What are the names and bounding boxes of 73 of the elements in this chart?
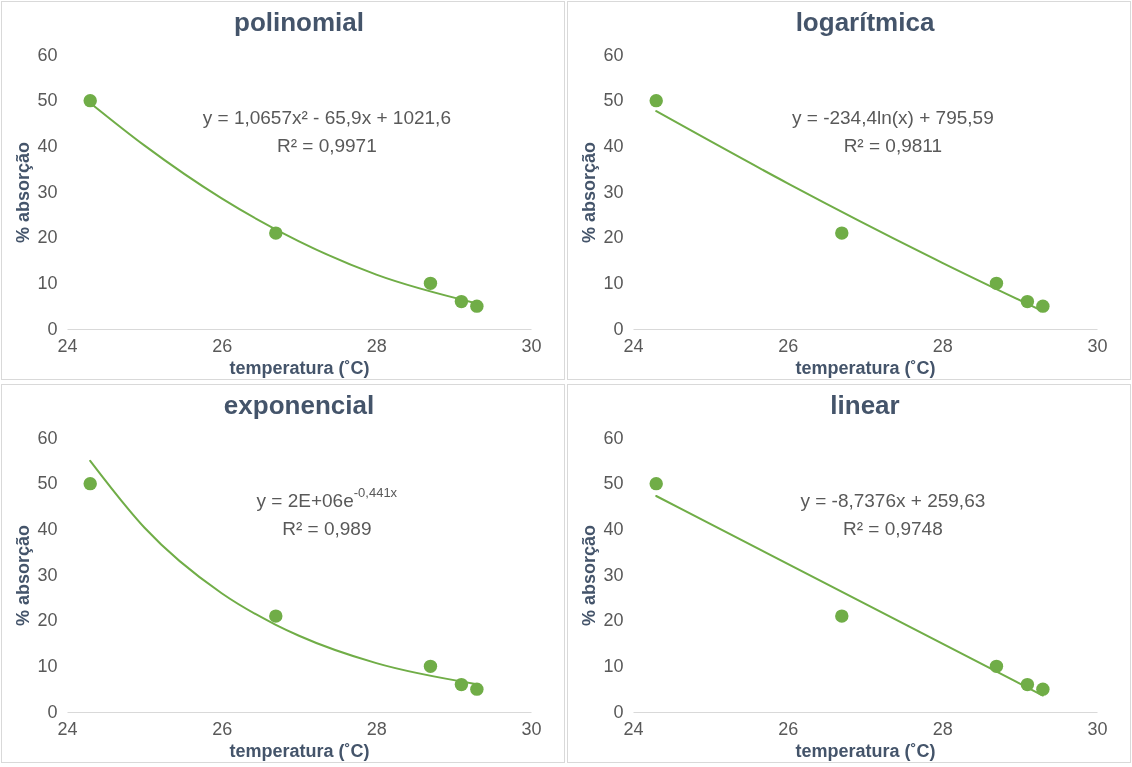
point xyxy=(269,609,283,623)
y-tick-label: 20 xyxy=(603,227,624,248)
y-tick-label: 10 xyxy=(603,655,624,676)
x-tick-label: 30 xyxy=(1087,335,1108,356)
y-tick-label: 60 xyxy=(37,427,58,448)
y-axis-title: % absorção xyxy=(579,141,600,244)
point xyxy=(835,226,849,240)
y-tick-label: 40 xyxy=(603,518,624,539)
x-axis-title: temperatura (˚C) xyxy=(229,357,370,378)
y-tick-label: 50 xyxy=(37,90,58,111)
point xyxy=(649,93,663,108)
annotation: y = -8,7376x + 259,63 xyxy=(800,490,986,512)
y-tick-label: 40 xyxy=(603,135,624,156)
x-tick-label: 26 xyxy=(212,718,233,739)
point xyxy=(470,682,484,696)
x-tick-label: 24 xyxy=(623,335,644,356)
x-tick-label: 30 xyxy=(521,335,542,356)
x-tick-label: 24 xyxy=(57,718,78,739)
y-tick-label: 30 xyxy=(37,564,58,585)
annotation: R² = 0,9748 xyxy=(842,518,943,540)
x-tick-label: 28 xyxy=(366,335,387,356)
x-tick-label: 26 xyxy=(212,335,233,356)
annotation: R² = 0,989 xyxy=(282,518,372,540)
y-tick-label: 50 xyxy=(37,473,58,494)
point xyxy=(649,476,663,491)
chart-title: exponencial xyxy=(223,390,375,420)
y-tick-label: 20 xyxy=(37,610,58,631)
x-tick-label: 30 xyxy=(1087,718,1108,739)
x-axis-title: temperatura (˚C) xyxy=(229,740,370,761)
annotation: y = -234,4ln(x) + 795,59 xyxy=(791,107,994,129)
y-tick-label: 50 xyxy=(603,90,624,111)
y-tick-label: 60 xyxy=(37,44,58,65)
y-axis-title: % absorção xyxy=(13,141,34,244)
x-tick-label: 26 xyxy=(778,335,799,356)
point xyxy=(423,276,438,291)
y-tick-label: 0 xyxy=(47,318,58,339)
point xyxy=(423,659,438,674)
y-tick-label: 10 xyxy=(603,272,624,293)
y-tick-label: 60 xyxy=(603,44,624,65)
y-axis-title: % absorção xyxy=(579,524,600,627)
y-tick-label: 10 xyxy=(37,272,58,293)
y-tick-label: 30 xyxy=(603,564,624,585)
y-axis-title: % absorção xyxy=(13,524,34,627)
y-tick-label: 10 xyxy=(37,655,58,676)
y-tick-label: 50 xyxy=(603,473,624,494)
y-tick-label: 20 xyxy=(603,610,624,631)
y-tick-label: 40 xyxy=(37,135,58,156)
x-axis-title: temperatura (˚C) xyxy=(795,740,936,761)
chart-title: logarítmica xyxy=(795,7,935,37)
x-tick-label: 28 xyxy=(366,718,387,739)
x-tick-label: 28 xyxy=(932,335,953,356)
point xyxy=(83,476,97,491)
y-tick-label: 0 xyxy=(613,701,624,722)
y-tick-label: 30 xyxy=(603,181,624,202)
annotation: R² = 0,9811 xyxy=(843,135,943,157)
point xyxy=(83,93,97,108)
annotation: y = 1,0657x² - 65,9x + 1021,6 xyxy=(202,107,451,129)
chart-title: polinomial xyxy=(234,7,364,37)
x-axis-title: temperatura (˚C) xyxy=(795,357,936,378)
y-tick-label: 40 xyxy=(37,518,58,539)
y-tick-label: 0 xyxy=(47,701,58,722)
y-tick-label: 60 xyxy=(603,427,624,448)
chart-title: linear xyxy=(830,390,900,420)
x-tick-label: 26 xyxy=(778,718,799,739)
annotation: R² = 0,9971 xyxy=(276,135,377,157)
x-tick-label: 28 xyxy=(932,718,953,739)
y-tick-label: 20 xyxy=(37,227,58,248)
x-tick-label: 24 xyxy=(57,335,78,356)
y-tick-label: 30 xyxy=(37,181,58,202)
x-tick-label: 24 xyxy=(623,718,644,739)
point xyxy=(835,609,849,623)
y-tick-label: 0 xyxy=(613,318,624,339)
x-tick-label: 30 xyxy=(521,718,542,739)
